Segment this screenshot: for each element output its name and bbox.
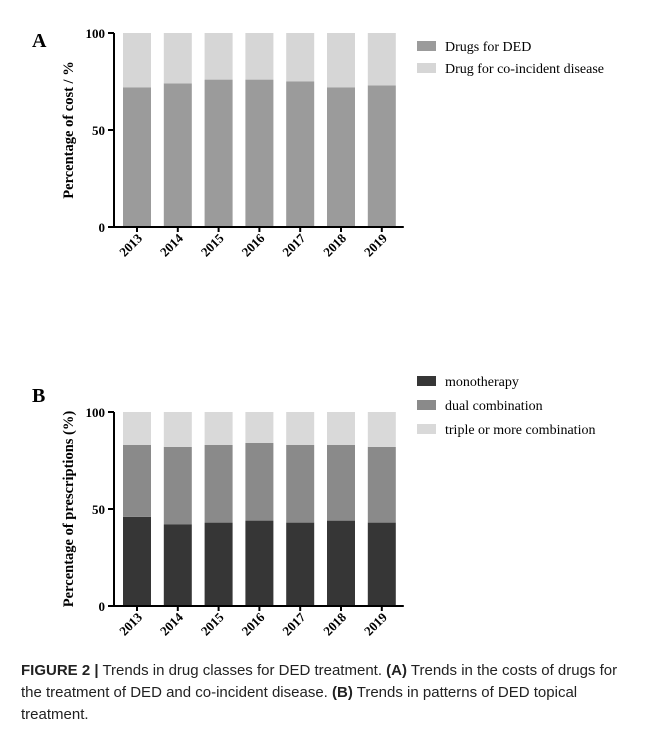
chart-1-x-tick-label: 2013	[116, 230, 145, 259]
chart-1-bar-drug-for-co-incident-disease-2018	[327, 33, 355, 88]
chart-1-panel-label: A	[32, 30, 47, 52]
chart-2-bar-monotherapy-2017	[286, 522, 315, 606]
caption-label-a: (A)	[386, 662, 407, 679]
chart-1-x-tick-label: 2018	[320, 230, 349, 259]
chart-1-bar-drugs-for-ded-2015	[204, 79, 233, 227]
chart-2-x-tick-label: 2015	[198, 609, 227, 638]
chart-2-bar-triple-or-more-combination-2017	[286, 412, 315, 445]
chart-2-x-tick-label: 2018	[320, 609, 349, 638]
chart-2-bar-monotherapy-2014	[163, 524, 192, 606]
chart-1-y-tick-label: 0	[99, 220, 106, 235]
chart-2-y-tick-label: 50	[92, 502, 105, 517]
chart-2-x-tick-label: 2016	[239, 609, 268, 638]
chart-1-x-tick-label: 2019	[361, 230, 390, 259]
chart-2-bar-dual-combination-2014	[163, 446, 192, 525]
chart-1-bar-drug-for-co-incident-disease-2019	[367, 33, 396, 86]
caption-text-3: Trends in patterns of DED topical treatm…	[21, 684, 578, 723]
figure-label: FIGURE 2 |	[21, 662, 99, 679]
chart-1-y-tick-label: 50	[92, 123, 105, 138]
chart-2-legend-swatch	[417, 424, 436, 434]
chart-1-bar-drugs-for-ded-2014	[163, 83, 192, 228]
chart-1-x-tick-label: 2016	[239, 230, 268, 259]
chart-2-bar-monotherapy-2016	[245, 520, 274, 606]
chart-2-bar-monotherapy-2013	[123, 516, 151, 606]
chart-1-legend-label: Drugs for DED	[445, 40, 531, 55]
caption-text-1: Trends in drug classes for DED treatment…	[98, 662, 387, 679]
figure-charts: A 0 50 100 2013 2014 2015 2016 2017 2018 2019 Perce…	[32, 26, 604, 639]
chart-1-bar-drug-for-co-incident-disease-2016	[245, 33, 274, 80]
chart-2-x-tick-label: 2019	[361, 609, 390, 638]
chart-2-bar-triple-or-more-combination-2016	[245, 412, 274, 443]
chart-2-bar-dual-combination-2019	[367, 446, 396, 523]
chart-1-bar-drug-for-co-incident-disease-2013	[123, 33, 151, 88]
chart-2-bar-dual-combination-2016	[245, 443, 274, 521]
chart-1-x-tick-label: 2017	[279, 230, 308, 259]
chart-2-legend-label: monotherapy	[445, 375, 519, 390]
chart-2-bar-triple-or-more-combination-2013	[123, 412, 151, 445]
chart-2-legend-swatch	[417, 400, 436, 410]
chart-2-bar-monotherapy-2015	[204, 522, 233, 606]
chart-2-bar-dual-combination-2015	[204, 445, 233, 523]
chart-1-x-tick-label: 2014	[157, 230, 186, 259]
chart-1-x-tick-label: 2015	[198, 230, 227, 259]
caption-label-b: (B)	[332, 684, 353, 701]
chart-1-y-tick-label: 100	[86, 26, 106, 41]
chart-1-bar-drug-for-co-incident-disease-2015	[204, 33, 233, 80]
chart-2-x-tick-label: 2014	[157, 609, 186, 638]
chart-2-legend-swatch	[417, 376, 436, 386]
chart-1-bar-drugs-for-ded-2018	[327, 87, 355, 227]
chart-2-x-tick-label: 2013	[116, 609, 145, 638]
chart-2-legend-label: triple or more combination	[445, 423, 595, 438]
chart-1-bar-drugs-for-ded-2016	[245, 79, 274, 227]
chart-2-bar-triple-or-more-combination-2014	[163, 412, 192, 447]
chart-1-bar-drugs-for-ded-2013	[123, 87, 151, 227]
chart-2-bar-triple-or-more-combination-2019	[367, 412, 396, 447]
chart-2-y-axis-title: Percentage of prescriptions (%)	[61, 411, 77, 608]
chart-2-bar-triple-or-more-combination-2015	[204, 412, 233, 445]
chart-1-bar-drug-for-co-incident-disease-2017	[286, 33, 315, 82]
chart-2-bar-monotherapy-2019	[367, 522, 396, 606]
figure-caption: FIGURE 2 | Trends in drug classes for DE…	[21, 660, 637, 726]
chart-2-bar-dual-combination-2017	[286, 445, 315, 523]
chart-1-y-axis-title: Percentage of cost / %	[61, 61, 77, 198]
chart-2-legend-label: dual combination	[445, 399, 543, 414]
chart-1-legend-swatch	[417, 41, 436, 51]
chart-1-bar-drug-for-co-incident-disease-2014	[163, 33, 192, 84]
chart-2-bar-dual-combination-2018	[327, 445, 355, 521]
chart-2-bar-dual-combination-2013	[123, 445, 151, 517]
chart-2-x-tick-label: 2017	[279, 609, 308, 638]
chart-1-legend-swatch	[417, 63, 436, 73]
caption-text-2: Trends in the costs of drugs for the tre…	[21, 662, 618, 701]
chart-1-bar-drugs-for-ded-2019	[367, 85, 396, 228]
chart-2-bar-monotherapy-2018	[327, 520, 355, 606]
chart-1-bar-drugs-for-ded-2017	[286, 81, 315, 227]
chart-1-legend-label: Drug for co-incident disease	[445, 62, 604, 77]
chart-2-y-tick-label: 100	[86, 405, 106, 420]
chart-2-bar-triple-or-more-combination-2018	[327, 412, 355, 445]
chart-2-panel-label: B	[32, 385, 45, 407]
chart-2-y-tick-label: 0	[99, 599, 106, 614]
